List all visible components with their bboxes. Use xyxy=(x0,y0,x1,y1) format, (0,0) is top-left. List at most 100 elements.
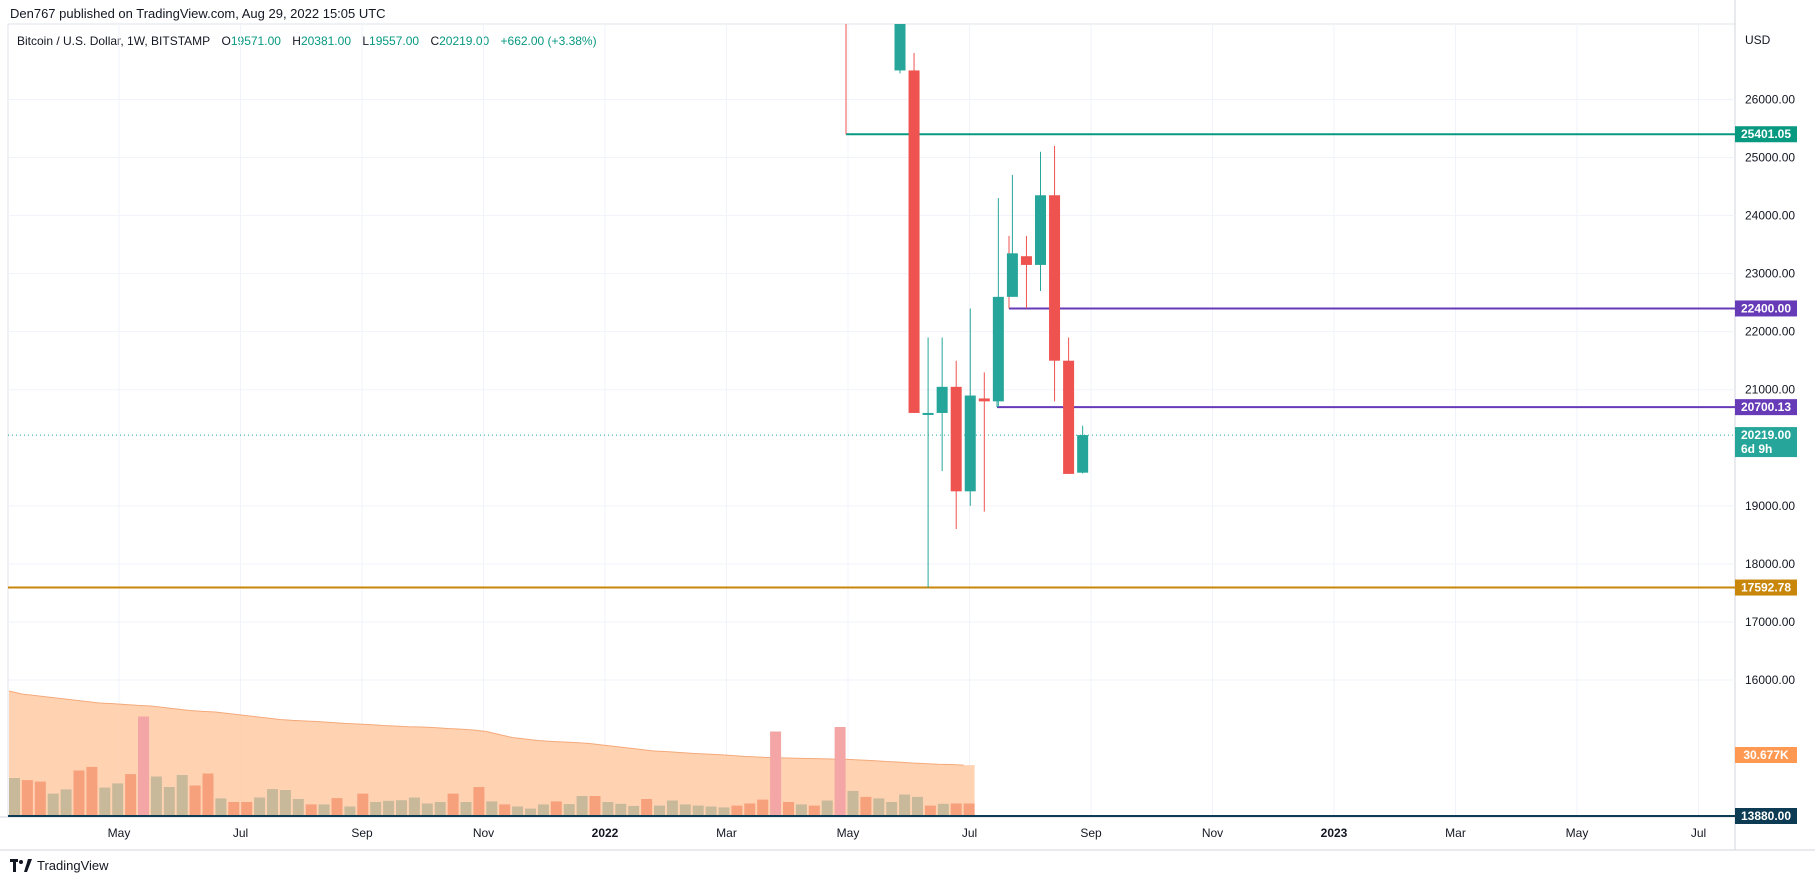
price-axis[interactable]: 26000.00 25000.00 24000.00 23000.00 22000.00… xyxy=(1745,33,1795,687)
price-tick-label: 24000.00 xyxy=(1745,209,1795,223)
volume-bar xyxy=(408,797,420,817)
volume-bar xyxy=(499,804,511,817)
volume-bar xyxy=(189,785,201,817)
level-price-badge-text: 25401.05 xyxy=(1741,127,1791,141)
volume-bar xyxy=(73,770,85,817)
open-value: 19571.00 xyxy=(230,34,281,48)
volume-bar xyxy=(396,800,407,817)
volume-bar xyxy=(176,775,188,817)
change-value: +662.00 (+3.38%) xyxy=(500,34,597,48)
volume-bar xyxy=(731,805,743,817)
volume-bar xyxy=(770,731,782,817)
candle-body xyxy=(978,398,990,402)
tradingview-brand: TradingView xyxy=(37,858,109,873)
time-tick-label: Jul xyxy=(962,826,977,840)
volume-bar xyxy=(138,716,149,817)
symbol-legend: Bitcoin / U.S. Dollar, 1W, BITSTAMP O195… xyxy=(17,34,601,48)
tradingview-logo[interactable]: TradingView xyxy=(10,858,109,873)
candle-body xyxy=(1049,195,1061,361)
volume-axis-badge xyxy=(1735,808,1797,824)
low-label: L xyxy=(362,34,370,48)
volume-bar xyxy=(21,780,33,817)
time-tick-label: 2023 xyxy=(1321,826,1348,840)
volume-bar xyxy=(563,804,575,817)
volume-bar xyxy=(370,802,382,817)
candle-body xyxy=(908,70,920,413)
time-axis[interactable]: May Jul Sep Nov 2022 Mar May Jul Sep Nov 2023 Mar Ma… xyxy=(108,826,1707,840)
volume-bar xyxy=(615,803,627,817)
close-label: C xyxy=(430,34,440,48)
volume-bar xyxy=(963,803,975,817)
candle-body xyxy=(922,412,934,415)
time-tick-label: Mar xyxy=(716,826,737,840)
chart-frame xyxy=(7,23,1736,818)
volume-bar xyxy=(125,774,137,817)
volume-bar xyxy=(150,776,162,817)
time-tick-label: Mar xyxy=(1445,826,1466,840)
volume-bar xyxy=(602,802,614,817)
volume-bar xyxy=(228,802,240,817)
volume-bar xyxy=(486,801,498,817)
level-price-badge xyxy=(1735,300,1797,317)
countdown-text: 6d 9h xyxy=(1741,442,1772,456)
candle-body xyxy=(936,386,948,413)
level-price-badge-text: 22400.00 xyxy=(1741,301,1791,315)
volume-axis-badge-text: 13880.00 xyxy=(1741,809,1791,823)
volume-bar xyxy=(215,798,227,817)
volume-bar xyxy=(912,796,923,817)
volume-bar xyxy=(434,802,446,817)
level-price-badge xyxy=(1735,579,1797,596)
time-tick-label: May xyxy=(1566,826,1589,840)
level-price-badge-text: 20700.13 xyxy=(1741,400,1791,414)
time-tick-label: Sep xyxy=(351,826,373,840)
volume-bar xyxy=(679,804,691,817)
volume-bar xyxy=(744,803,756,817)
open-label: O xyxy=(221,34,231,48)
volume-bar xyxy=(666,800,678,817)
price-tick-label: 16000.00 xyxy=(1745,673,1795,687)
time-tick-label: Sep xyxy=(1080,826,1102,840)
volume-bar xyxy=(924,805,936,817)
volume-bar xyxy=(537,804,549,817)
volume-bar xyxy=(9,778,20,817)
low-value: 19557.00 xyxy=(369,34,420,48)
volume-bar xyxy=(331,798,343,817)
candle-body xyxy=(992,296,1004,402)
price-tick-label: 25000.00 xyxy=(1745,151,1795,165)
volume-bar xyxy=(318,804,330,817)
volume-bar xyxy=(267,789,278,817)
candle-body xyxy=(1006,253,1018,297)
volume-bar xyxy=(654,805,665,817)
level-price-badge-text: 17592.78 xyxy=(1741,581,1791,595)
volume-bar xyxy=(808,805,820,817)
volume-bar xyxy=(421,803,433,817)
chart-grid xyxy=(0,0,1815,851)
volume-bar xyxy=(834,727,846,817)
time-tick-label: Nov xyxy=(1202,826,1223,840)
candle-body xyxy=(1035,195,1046,265)
candle-body xyxy=(894,24,906,71)
volume-ma-area xyxy=(9,691,975,817)
price-tick-label: 19000.00 xyxy=(1745,499,1795,513)
volume-bar xyxy=(628,805,640,817)
volume-bar xyxy=(576,796,588,817)
volume-value-badge xyxy=(1735,747,1797,763)
price-tick-label: 26000.00 xyxy=(1745,92,1795,106)
volume-bar xyxy=(86,766,98,817)
candles[interactable] xyxy=(894,24,1089,588)
volume-bar xyxy=(241,802,253,817)
currency-label: USD xyxy=(1745,33,1771,47)
time-tick-label: Jul xyxy=(1691,826,1706,840)
volume-bar xyxy=(254,797,266,817)
last-price-badge xyxy=(1735,427,1797,458)
last-price-badge-text: 20219.00 xyxy=(1741,428,1791,442)
high-label: H xyxy=(292,34,301,48)
price-tick-label: 21000.00 xyxy=(1745,383,1795,397)
time-tick-label: 2022 xyxy=(592,826,619,840)
volume-bar xyxy=(47,793,59,817)
price-tick-label: 18000.00 xyxy=(1745,557,1795,571)
level-price-badge xyxy=(1735,126,1797,143)
volume-bar xyxy=(344,806,356,817)
horizontal-levels[interactable] xyxy=(8,24,1735,817)
